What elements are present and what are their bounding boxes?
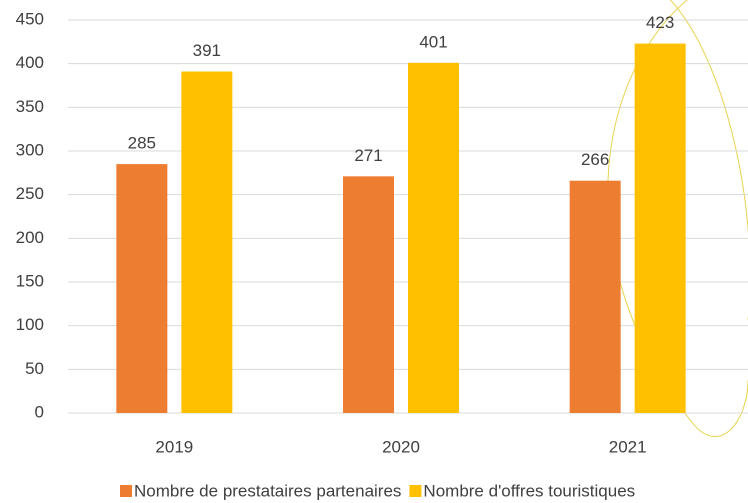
legend-label: Nombre de prestataires partenaires	[134, 481, 401, 500]
bar	[635, 44, 686, 413]
bar	[181, 72, 232, 413]
legend: Nombre de prestataires partenaires Nombre…	[120, 481, 635, 500]
x-tick-label: 2021	[609, 437, 647, 456]
y-tick-label: 450	[16, 9, 44, 28]
data-label: 266	[581, 150, 609, 169]
y-tick-label: 400	[16, 53, 44, 72]
x-tick-label: 2020	[382, 437, 420, 456]
bar	[408, 63, 459, 413]
data-label: 285	[128, 134, 156, 153]
chart: 0 50 100 150 200 250 300 350 400 450 2019 285 391 202…	[0, 0, 748, 503]
data-label: 271	[354, 146, 382, 165]
data-label: 391	[193, 41, 221, 60]
x-tick-label: 2019	[155, 437, 193, 456]
y-tick-label: 100	[16, 315, 44, 334]
y-tick-label: 0	[35, 402, 44, 421]
data-label: 423	[646, 13, 674, 32]
legend-swatch	[120, 485, 132, 497]
y-tick-label: 200	[16, 228, 44, 247]
legend-swatch	[409, 485, 421, 497]
bar	[116, 164, 167, 413]
y-tick-label: 50	[25, 359, 44, 378]
data-label: 401	[419, 32, 447, 51]
bar	[570, 181, 621, 413]
y-tick-label: 150	[16, 271, 44, 290]
y-tick-label: 250	[16, 184, 44, 203]
y-tick-label: 300	[16, 140, 44, 159]
plot-area: 0 50 100 150 200 250 300 350 400 450 2019 285 391 202…	[16, 9, 748, 456]
legend-label: Nombre d'offres touristiques	[423, 481, 635, 500]
bar	[343, 176, 394, 413]
y-tick-label: 350	[16, 97, 44, 116]
